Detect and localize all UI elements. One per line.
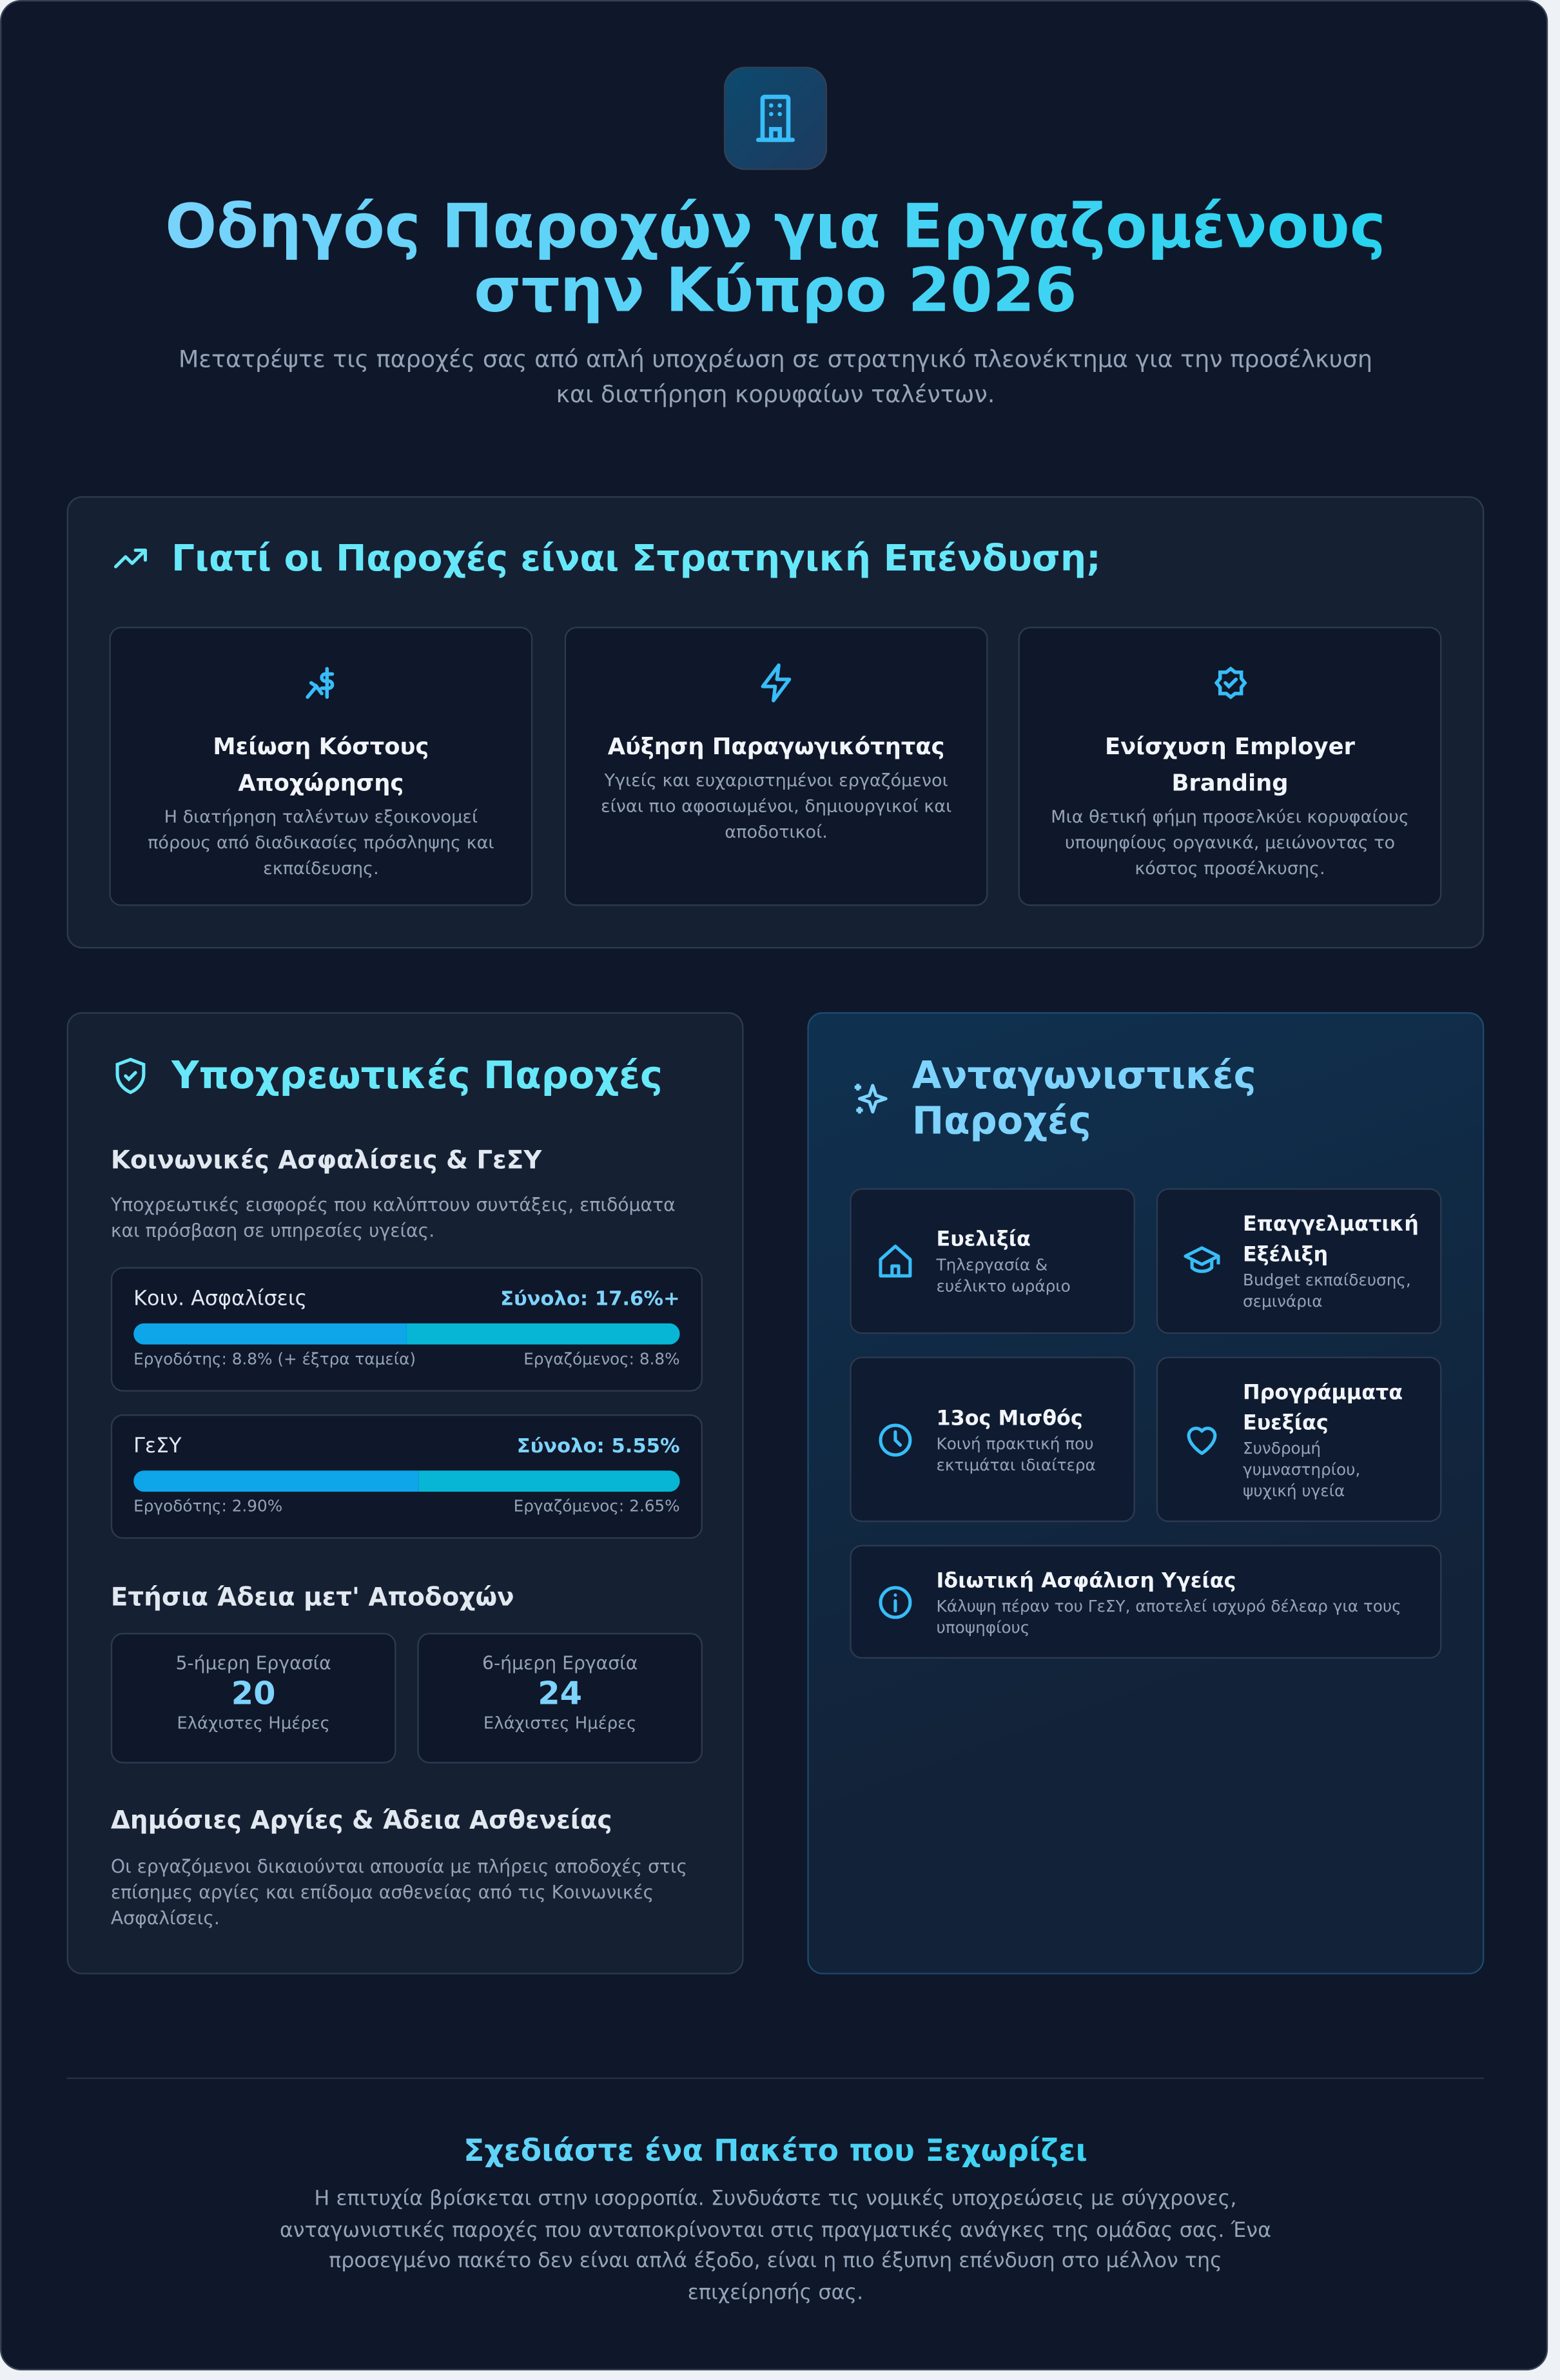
competitive-heading: Ανταγωνιστικές Παροχές bbox=[852, 1053, 1440, 1144]
sparkles-icon bbox=[854, 1084, 888, 1114]
holidays-desc: Οι εργαζόμενοι δικαιούνται απουσία με πλ… bbox=[110, 1856, 688, 1929]
why-section: Γιατί οι Παροχές είναι Στρατηγική Επένδυ… bbox=[66, 496, 1485, 949]
lightning-icon bbox=[760, 663, 791, 703]
contribution-bar-gesy: ΓεΣΥ Σύνολο: 5.55% Εργοδότης: 2.90% Εργαζό… bbox=[110, 1414, 703, 1539]
holidays-heading: Δημόσιες Αργίες & Άδεια Ασθενείας bbox=[110, 1806, 612, 1835]
page-subtitle: Μετατρέψτε τις παροχές σας από απλή υποχ… bbox=[178, 346, 1373, 409]
social-heading: Κοινωνικές Ασφαλίσεις & ΓεΣΥ bbox=[110, 1146, 542, 1175]
employer-share bbox=[133, 1470, 420, 1492]
mandatory-heading: Υποχρεωτικές Παροχές bbox=[111, 1053, 699, 1097]
social-desc: Υποχρεωτικές εισφορές που καλύπτουν συντ… bbox=[110, 1194, 676, 1242]
benefit-card: Ευελιξία Τηλεργασία & ευέλικτο ωράριο bbox=[850, 1188, 1135, 1334]
why-card: Μείωση Κόστους Αποχώρησης Η διατήρηση τα… bbox=[109, 627, 533, 906]
clock-icon bbox=[879, 1423, 912, 1456]
badge-check-icon bbox=[1213, 666, 1247, 699]
divider bbox=[66, 2077, 1485, 2080]
page-title: Οδηγός Παροχών για Εργαζομένους στην Κύπ… bbox=[93, 196, 1459, 324]
home-icon bbox=[879, 1244, 912, 1278]
why-card: Αύξηση Παραγωγικότητας Υγιείς και ευχαρι… bbox=[564, 627, 988, 906]
benefit-card: Επαγγελματική Εξέλιξη Budget εκπαίδευσης,… bbox=[1156, 1188, 1442, 1334]
hand-coins-icon bbox=[305, 667, 334, 699]
shield-check-icon bbox=[115, 1057, 146, 1094]
leave-heading: Ετήσια Άδεια μετ' Αποδοχών bbox=[110, 1583, 514, 1612]
graduation-cap-icon bbox=[1184, 1246, 1220, 1273]
why-card: Ενίσχυση Employer Branding Μια θετική φή… bbox=[1018, 627, 1442, 906]
progress-bar bbox=[133, 1323, 680, 1345]
benefit-card: Ιδιωτική Ασφάλιση Υγείας Κάλυψη πέραν του… bbox=[850, 1545, 1442, 1659]
employer-share bbox=[133, 1323, 407, 1345]
leave-box: 6-ήμερη Εργασία 24 Ελάχιστες Ημέρες bbox=[417, 1633, 703, 1764]
footer-title: Σχεδιάστε ένα Πακέτο που Ξεχωρίζει bbox=[93, 2132, 1459, 2169]
trending-up-icon bbox=[113, 549, 147, 569]
employee-share bbox=[406, 1323, 680, 1345]
competitive-section: Ανταγωνιστικές Παροχές Ευελιξία Τηλεργασί… bbox=[807, 1012, 1485, 1975]
why-heading: Γιατί οι Παροχές είναι Στρατηγική Επένδυ… bbox=[111, 537, 1101, 580]
benefit-card: Προγράμματα Ευεξίας Συνδρομή γυμναστηρίου… bbox=[1156, 1356, 1442, 1523]
employee-share bbox=[419, 1470, 680, 1492]
contribution-bar-social: Κοιν. Ασφαλίσεις Σύνολο: 17.6%+ Εργοδότης… bbox=[110, 1267, 703, 1392]
mandatory-section: Υποχρεωτικές Παροχές Κοινωνικές Ασφαλίσε… bbox=[66, 1012, 744, 1975]
info-icon bbox=[879, 1585, 912, 1619]
footer-text: Η επιτυχία βρίσκεται στην ισορροπία. Συν… bbox=[279, 2187, 1272, 2305]
heart-icon bbox=[1187, 1426, 1217, 1454]
leave-box: 5-ήμερη Εργασία 20 Ελάχιστες Ημέρες bbox=[110, 1633, 396, 1764]
building-icon bbox=[723, 66, 827, 170]
progress-bar bbox=[133, 1470, 680, 1492]
benefit-card: 13ος Μισθός Κοινή πρακτική που εκτιμάται … bbox=[850, 1356, 1135, 1523]
